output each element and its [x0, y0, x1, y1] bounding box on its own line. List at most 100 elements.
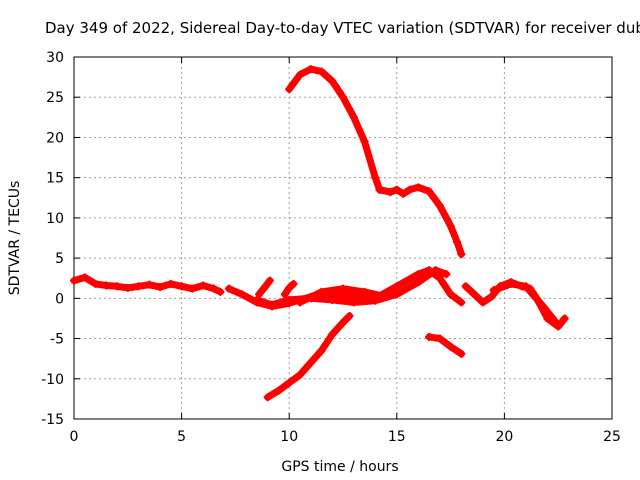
data-point: [487, 292, 496, 301]
data-point: [255, 290, 264, 299]
data-point: [339, 93, 347, 102]
data-point: [386, 188, 395, 197]
data-point: [295, 370, 304, 379]
data-point: [360, 287, 369, 296]
data-point: [70, 276, 78, 285]
data-point: [414, 278, 423, 287]
data-point: [539, 302, 548, 311]
y-tick-label: 10: [46, 211, 64, 227]
y-tick-labels: -15 -10 -5 0 5 10 15 20 25 30: [41, 50, 64, 428]
data-point: [166, 279, 175, 288]
data-point: [457, 298, 466, 307]
x-tick-labels: 0 5 10 15 20 25: [70, 429, 621, 445]
y-axis-title: SDTVAR / TECUs: [7, 181, 23, 296]
data-point: [349, 298, 358, 307]
data-point: [435, 274, 444, 283]
data-point: [457, 250, 466, 259]
data-point: [261, 282, 270, 291]
data-point: [91, 279, 100, 288]
data-point: [216, 287, 225, 296]
y-tick-label: 0: [55, 291, 64, 307]
data-series: [70, 65, 569, 402]
data-point: [457, 349, 466, 358]
axis-ticks: [73, 56, 613, 420]
data-point: [489, 286, 498, 295]
data-point: [328, 330, 337, 339]
data-point: [392, 282, 401, 291]
series-arc-12: [425, 333, 465, 358]
data-point: [382, 292, 391, 301]
y-tick-label: 15: [46, 171, 64, 187]
data-point: [392, 290, 401, 299]
data-point: [267, 300, 276, 309]
data-point: [199, 281, 208, 290]
data-point: [371, 296, 380, 305]
x-tick-label: 10: [280, 429, 298, 445]
data-point: [209, 284, 218, 293]
data-point: [552, 318, 561, 327]
x-tick-label: 20: [495, 429, 513, 445]
data-point: [274, 386, 283, 395]
x-tick-label: 5: [177, 429, 186, 445]
data-point: [177, 282, 186, 291]
y-tick-label: -5: [50, 332, 64, 348]
data-point: [265, 276, 274, 285]
data-point: [102, 281, 111, 290]
data-point: [470, 290, 479, 299]
data-point: [414, 270, 423, 279]
data-point: [461, 282, 470, 291]
series-arc-10: [376, 183, 465, 258]
data-point: [113, 282, 122, 291]
y-tick-label: 20: [46, 130, 64, 146]
data-point: [446, 221, 455, 230]
data-point: [80, 273, 89, 282]
data-point: [392, 185, 401, 194]
data-point: [339, 318, 347, 327]
data-point: [339, 284, 347, 293]
y-tick-label: 25: [46, 90, 64, 106]
data-point: [295, 70, 304, 79]
plot-frame: [73, 56, 613, 420]
data-point: [425, 332, 434, 341]
data-point: [306, 358, 315, 367]
data-point: [317, 67, 326, 76]
x-axis-title: GPS time / hours: [281, 459, 398, 475]
series-arc-9: [285, 65, 384, 194]
data-point: [123, 283, 132, 292]
data-point: [263, 393, 272, 402]
data-point: [506, 279, 515, 288]
x-tick-label: 25: [603, 429, 621, 445]
series-arc-11: [264, 312, 353, 401]
data-point: [156, 283, 165, 292]
data-point: [328, 295, 337, 304]
data-point: [285, 378, 294, 387]
grid-lines: [74, 57, 612, 419]
data-point: [295, 298, 304, 307]
data-point: [224, 284, 233, 293]
data-point: [145, 280, 154, 289]
data-point: [360, 137, 369, 146]
data-point: [285, 283, 294, 292]
data-point: [435, 334, 444, 343]
y-tick-label: -15: [41, 412, 64, 428]
data-point: [405, 185, 414, 194]
x-tick-label: 0: [70, 429, 79, 445]
data-point: [478, 298, 487, 307]
data-point: [446, 342, 455, 351]
chart-title: Day 349 of 2022, Sidereal Day-to-day VTE…: [45, 19, 640, 37]
data-point: [285, 295, 294, 304]
data-point: [446, 290, 455, 299]
data-point: [280, 290, 289, 299]
data-point: [252, 295, 261, 304]
data-point: [560, 314, 569, 323]
y-tick-label: 30: [46, 50, 64, 66]
data-point: [375, 185, 384, 194]
x-tick-label: 15: [388, 429, 406, 445]
data-point: [328, 77, 337, 86]
data-point: [453, 238, 462, 247]
data-point: [317, 287, 326, 296]
data-point: [431, 266, 440, 275]
y-tick-label: -10: [41, 372, 64, 388]
data-point: [414, 183, 423, 192]
